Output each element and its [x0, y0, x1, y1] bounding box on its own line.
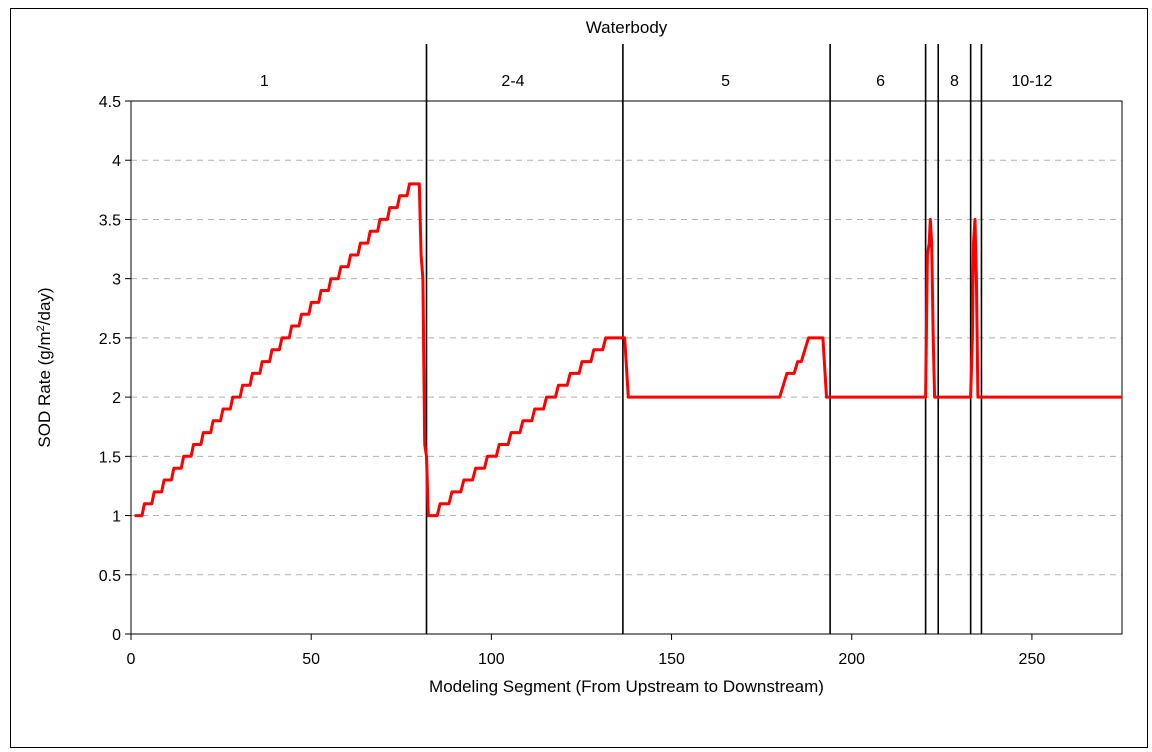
chart-frame — [10, 8, 1148, 748]
y-tick-label: 2.5 — [99, 331, 121, 348]
top-axis-title: Waterbody — [586, 18, 668, 37]
y-tick-label: 3.5 — [99, 212, 121, 229]
y-tick-label: 0 — [112, 627, 121, 644]
y-tick-label: 1.5 — [99, 449, 121, 466]
x-tick-label: 200 — [838, 651, 865, 668]
waterbody-label: 2-4 — [501, 73, 524, 90]
y-tick-label: 1 — [112, 509, 121, 526]
x-tick-label: 0 — [127, 651, 136, 668]
waterbody-label: 8 — [950, 73, 959, 90]
x-tick-label: 150 — [658, 651, 685, 668]
waterbody-label: 6 — [876, 73, 885, 90]
tick-layer: 0 0.5 1 1.5 2 2.5 3 3.5 4 4.5 0 50 100 150 200 250 — [99, 94, 1046, 668]
x-tick-label: 100 — [478, 651, 505, 668]
series-line — [134, 182, 1122, 518]
y-axis-title-tail: /day) — [35, 287, 54, 325]
y-axis-title-main: SOD Rate (g/m — [35, 331, 54, 447]
y-tick-label: 4.5 — [99, 94, 121, 111]
x-tick-label: 50 — [302, 651, 320, 668]
y-tick-label: 3 — [112, 272, 121, 289]
y-tick-label: 2 — [112, 390, 121, 407]
y-tick-label: 0.5 — [99, 568, 121, 585]
series-layer — [134, 182, 1122, 518]
x-axis-title: Modeling Segment (From Upstream to Downs… — [429, 677, 824, 696]
waterbody-label: 1 — [260, 73, 269, 90]
y-axis-title: SOD Rate (g/m2/day) — [35, 287, 54, 447]
plot-area — [130, 100, 1123, 635]
grid-layer — [131, 159, 1122, 576]
waterbody-label: 5 — [721, 73, 730, 90]
x-tick-label: 250 — [1019, 651, 1046, 668]
y-tick-label: 4 — [112, 153, 121, 170]
y-axis-title-sup: 2 — [35, 325, 47, 331]
waterbody-label: 10-12 — [1011, 73, 1052, 90]
